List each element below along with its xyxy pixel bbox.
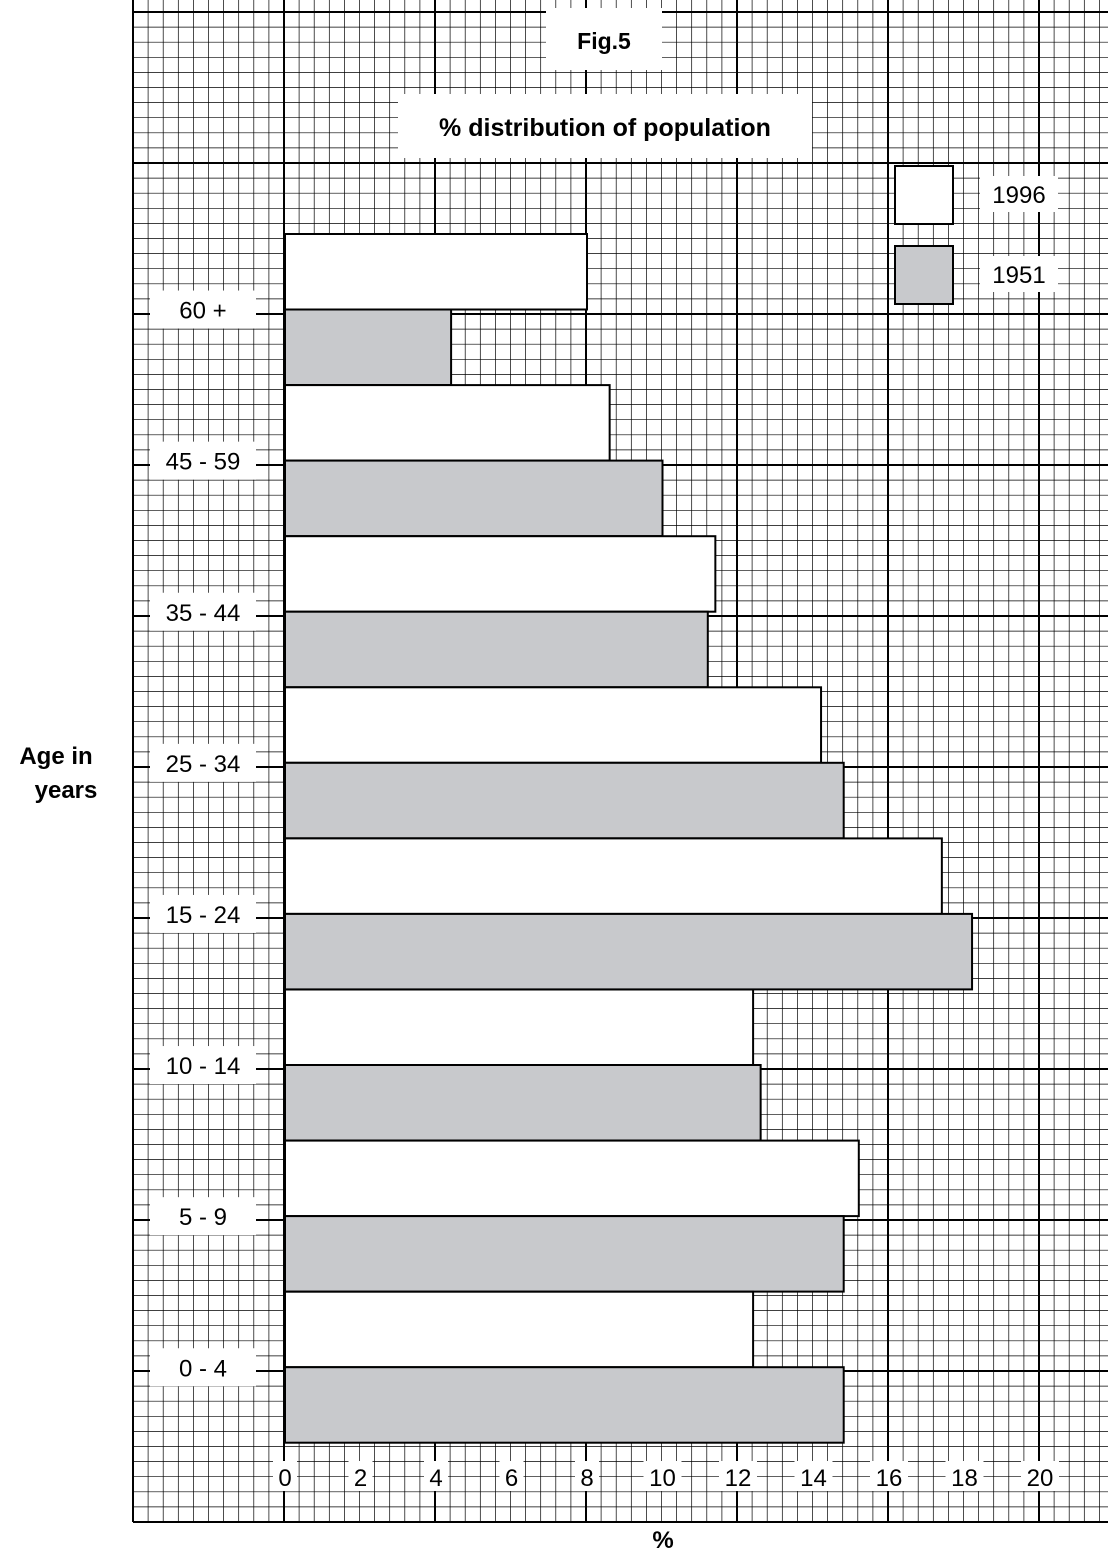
category-label-text: 60 + — [179, 298, 226, 325]
fig-label: Fig.5 — [546, 8, 662, 70]
chart-title-text: % distribution of population — [439, 114, 771, 142]
category-label-text: 45 - 59 — [166, 449, 241, 476]
x-tick-label-text: 10 — [649, 1465, 676, 1492]
bar-1996-45-59 — [284, 384, 611, 462]
x-tick-label: 0 — [273, 1461, 297, 1492]
bar-1951-60 — [284, 308, 453, 386]
x-tick-label: 18 — [945, 1461, 984, 1492]
chart-title: % distribution of population — [398, 94, 812, 158]
bar-1951-35-44 — [284, 610, 709, 689]
legend-item-1996: 1996 — [894, 165, 1058, 225]
bar-1951-15-24 — [284, 912, 974, 991]
bar-1996-15-24 — [284, 837, 943, 915]
y-axis-label-line-1: Age in — [19, 743, 92, 770]
bar-1951-10-14 — [284, 1064, 762, 1142]
category-label: 0 - 4 — [150, 1348, 256, 1387]
category-label: 35 - 44 — [150, 592, 256, 631]
x-tick-label: 12 — [719, 1461, 757, 1492]
x-tick-label-text: 16 — [876, 1465, 903, 1492]
fig-label-text: Fig.5 — [577, 28, 631, 54]
x-tick-label: 16 — [870, 1461, 908, 1492]
category-label-text: 5 - 9 — [179, 1204, 227, 1231]
x-axis-label: % — [652, 1527, 673, 1554]
x-tick-labels: 0 2 4 6 8 10 12 14 16 18 20 — [273, 1461, 1059, 1492]
category-label: 15 - 24 — [150, 894, 256, 933]
category-label: 60 + — [150, 290, 256, 329]
x-tick-label-text: 4 — [429, 1465, 442, 1492]
y-axis-label-line-2: years — [35, 777, 98, 804]
legend-swatch-1951 — [894, 245, 954, 305]
legend: 1996 1951 — [894, 165, 1058, 305]
category-labels: 60 + 45 - 59 35 - 44 25 - 34 15 - 24 10 - 14 5… — [150, 290, 256, 1387]
bar-1996-35-44 — [284, 535, 717, 613]
bar-1951-0-4 — [284, 1366, 845, 1444]
bar-1996-60 — [284, 233, 588, 311]
category-label-text: 25 - 34 — [166, 751, 241, 778]
x-tick-label-text: 14 — [800, 1465, 827, 1492]
x-tick-label-text: 0 — [278, 1465, 291, 1492]
bar-1996-5-9 — [284, 1139, 860, 1218]
x-tick-label-text: 6 — [505, 1465, 518, 1492]
category-label-text: 0 - 4 — [179, 1355, 227, 1382]
legend-label-1996: 1996 — [992, 182, 1045, 209]
x-tick-label-text: 20 — [1027, 1465, 1054, 1492]
x-tick-label: 2 — [348, 1461, 373, 1492]
x-tick-label: 8 — [575, 1461, 599, 1492]
bar-1996-0-4 — [284, 1290, 755, 1369]
category-label-text: 10 - 14 — [166, 1053, 241, 1080]
x-tick-label-text: 18 — [951, 1465, 978, 1492]
bar-1951-45-59 — [284, 459, 664, 538]
x-tick-label-text: 12 — [725, 1465, 752, 1492]
legend-label-1951: 1951 — [992, 262, 1045, 289]
x-tick-label: 10 — [643, 1461, 682, 1492]
category-label-text: 15 - 24 — [166, 902, 241, 929]
category-label-text: 35 - 44 — [166, 600, 241, 627]
legend-item-1951: 1951 — [894, 245, 1058, 305]
bar-1951-5-9 — [284, 1215, 845, 1293]
x-tick-label: 20 — [1021, 1461, 1059, 1492]
bar-1996-25-34 — [284, 686, 823, 764]
category-label: 5 - 9 — [150, 1197, 256, 1236]
bar-1951-25-34 — [284, 761, 845, 840]
category-label: 10 - 14 — [150, 1046, 256, 1085]
x-tick-label: 14 — [794, 1461, 833, 1492]
x-tick-label-text: 2 — [354, 1465, 367, 1492]
x-tick-label: 6 — [499, 1461, 524, 1492]
category-label: 25 - 34 — [150, 743, 256, 782]
category-label: 45 - 59 — [150, 441, 256, 480]
bars-layer — [284, 233, 974, 1444]
bar-1996-10-14 — [284, 988, 755, 1066]
x-tick-label: 4 — [424, 1461, 448, 1492]
x-tick-label-text: 8 — [580, 1465, 593, 1492]
legend-swatch-1996 — [894, 165, 954, 225]
